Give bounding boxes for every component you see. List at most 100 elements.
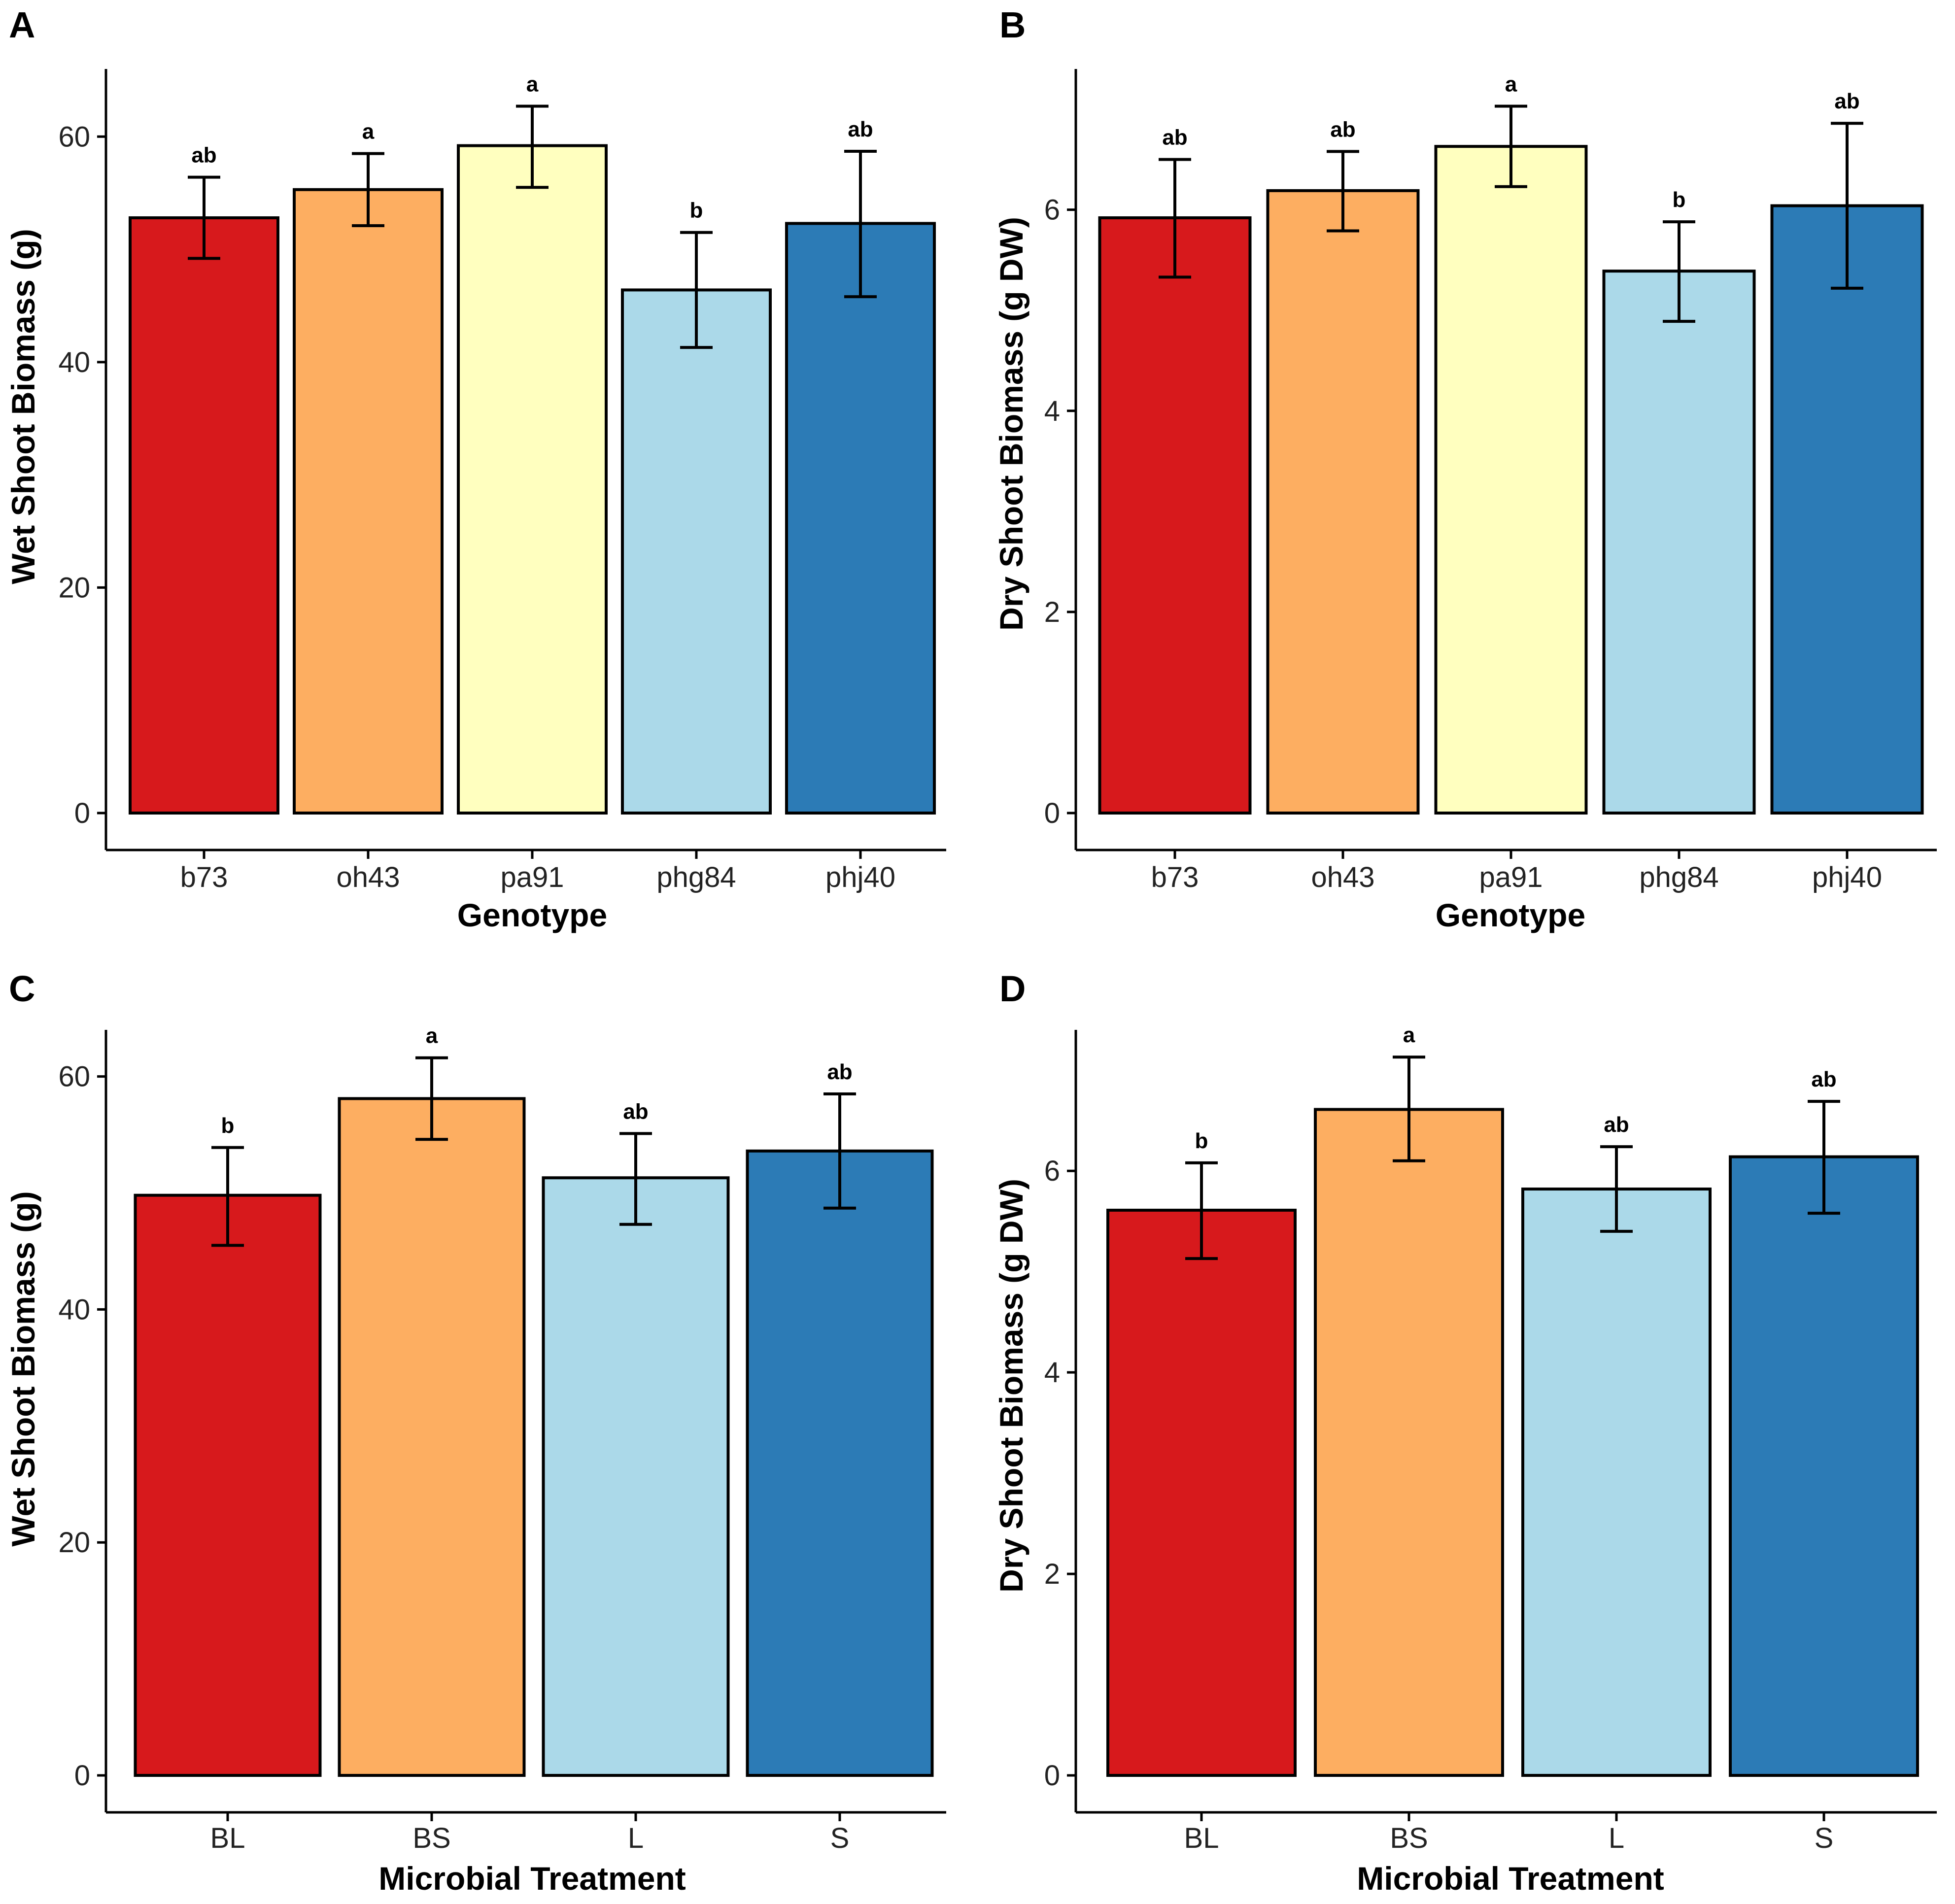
y-tick-label: 6: [1044, 194, 1060, 226]
panel-A: A Wet Shoot Biomass (g) Genotype: [5, 4, 607, 933]
x-tick-label-oh43: oh43: [1311, 861, 1374, 893]
bar-phg84: [1602, 270, 1756, 815]
error-bar-S: [1808, 1100, 1840, 1215]
error-bar-BL: [211, 1146, 244, 1247]
x-axis-title: Microbial Treatment: [378, 1860, 686, 1897]
bar-L: [1521, 1188, 1712, 1777]
y-axis-title: Dry Shoot Biomass (g DW): [993, 1179, 1029, 1593]
bar-phg84: [621, 288, 772, 815]
bar-BL: [1106, 1208, 1297, 1777]
panel-letter: C: [9, 968, 35, 1009]
significance-label-L: ab: [1604, 1113, 1629, 1137]
x-tick-label-phj40: phj40: [825, 861, 895, 893]
panel-B: B Dry Shoot Biomass (g DW) Genotype: [993, 4, 1585, 933]
significance-label-S: ab: [1811, 1067, 1836, 1091]
y-tick-label: 0: [1044, 1760, 1060, 1792]
y-tick-label: 2: [1044, 1558, 1060, 1590]
x-axis-title: Microbial Treatment: [1357, 1860, 1664, 1897]
error-bar-b73: [1159, 158, 1191, 279]
bar-b73: [129, 216, 279, 815]
x-tick-label-S: S: [1815, 1822, 1834, 1854]
x-tick-label-BL: BL: [1184, 1822, 1219, 1854]
significance-label-b73: ab: [1162, 126, 1187, 150]
significance-label-b73: ab: [191, 143, 216, 168]
significance-label-phj40: ab: [848, 117, 873, 141]
bar-b73: [1098, 216, 1252, 815]
error-bar-BS: [1393, 1055, 1425, 1162]
x-tick-label-BS: BS: [412, 1822, 450, 1854]
x-tick-label-phj40: phj40: [1812, 861, 1882, 893]
panel-C: C Wet Shoot Biomass (g) Microbial Treatm…: [5, 968, 686, 1897]
error-bar-S: [823, 1092, 856, 1210]
y-tick-label: 0: [74, 1760, 90, 1792]
significance-label-phg84: b: [1673, 188, 1686, 212]
y-tick-label: 6: [1044, 1155, 1060, 1187]
bar-phj40: [1770, 204, 1924, 815]
x-tick-label-pa91: pa91: [1479, 861, 1543, 893]
significance-label-BS: a: [1403, 1023, 1415, 1047]
x-tick-label-S: S: [830, 1822, 850, 1854]
x-axis-title: Genotype: [457, 897, 607, 933]
error-bar-phj40: [1831, 122, 1863, 290]
panel-letter: B: [999, 4, 1026, 45]
x-tick-label-oh43: oh43: [336, 861, 400, 893]
y-tick-label: 2: [1044, 596, 1060, 628]
bar-phj40: [785, 222, 936, 815]
significance-label-L: ab: [623, 1099, 648, 1123]
bar-BS: [338, 1097, 526, 1777]
bar-pa91: [1434, 145, 1588, 815]
significance-label-pa91: a: [1505, 72, 1517, 97]
significance-label-pa91: a: [526, 72, 539, 97]
x-tick-label-L: L: [1609, 1822, 1624, 1854]
x-tick-label-pa91: pa91: [500, 861, 564, 893]
error-bar-b73: [188, 175, 220, 260]
error-bar-phg84: [1663, 220, 1695, 323]
error-bar-phj40: [844, 150, 877, 299]
error-bar-oh43: [352, 152, 384, 228]
error-bar-phg84: [680, 231, 713, 349]
y-tick-label: 40: [58, 1293, 90, 1326]
plot-area: 0 2 4 6 ab b73 ab oh43 a pa91 b phg84 ab phj40: [1044, 69, 1937, 893]
bar-L: [542, 1176, 730, 1777]
bar-pa91: [457, 144, 608, 815]
error-bar-pa91: [516, 104, 549, 189]
error-bar-BS: [415, 1056, 448, 1141]
y-tick-label: 40: [58, 346, 90, 378]
significance-label-S: ab: [827, 1060, 852, 1084]
y-axis-title: Dry Shoot Biomass (g DW): [993, 217, 1029, 631]
error-bar-BL: [1185, 1161, 1218, 1260]
significance-label-BL: b: [1195, 1129, 1208, 1153]
y-tick-label: 20: [58, 1527, 90, 1559]
x-axis-title: Genotype: [1436, 897, 1585, 933]
panel-letter: D: [999, 968, 1026, 1009]
x-tick-label-L: L: [628, 1822, 644, 1854]
bar-BS: [1314, 1108, 1504, 1777]
error-bar-oh43: [1327, 150, 1359, 233]
error-bar-pa91: [1495, 104, 1527, 188]
error-bar-L: [619, 1132, 652, 1226]
bar-S: [746, 1149, 934, 1777]
plot-area: 0 20 40 60 b BL a BS ab Lab S: [58, 1024, 946, 1854]
x-tick-label-phg84: phg84: [1639, 861, 1718, 893]
panel-letter: A: [9, 4, 35, 45]
significance-label-oh43: a: [362, 120, 375, 144]
y-tick-label: 0: [1044, 797, 1060, 829]
bar-oh43: [293, 188, 444, 815]
bar-S: [1729, 1155, 1919, 1777]
x-tick-label-BL: BL: [210, 1822, 245, 1854]
significance-label-BL: b: [221, 1114, 235, 1138]
plot-area: 0 20 40 60 ab b73 a oh43 a pa91 b phg84 ab phj40: [58, 69, 946, 893]
panel-D: D Dry Shoot Biomass (g DW) Microbial Tre…: [993, 968, 1664, 1897]
y-axis-title: Wet Shoot Biomass (g): [5, 229, 41, 584]
significance-label-oh43: ab: [1330, 117, 1355, 141]
y-axis-title: Wet Shoot Biomass (g): [5, 1191, 41, 1546]
bar-oh43: [1266, 189, 1420, 815]
y-tick-label: 20: [58, 572, 90, 604]
plot-area: 0 2 4 6 b BL a BS ab Lab S: [1044, 1023, 1937, 1854]
y-tick-label: 60: [58, 121, 90, 153]
error-bar-L: [1600, 1145, 1633, 1233]
significance-label-phg84: b: [690, 199, 703, 223]
x-tick-label-BS: BS: [1390, 1822, 1428, 1854]
